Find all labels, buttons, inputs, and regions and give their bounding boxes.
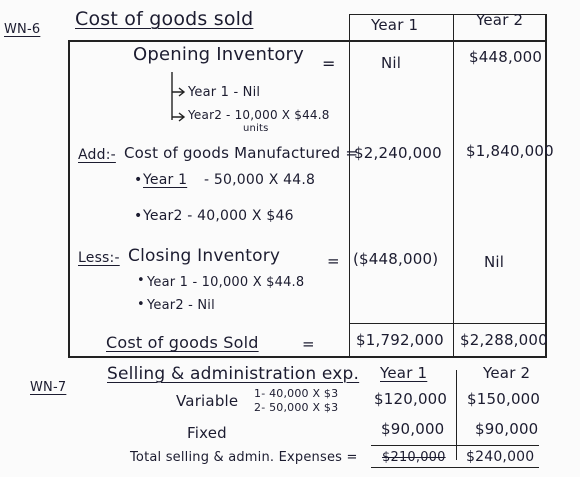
wn6-col-divider-1	[349, 14, 350, 357]
opening-arrow-1	[172, 87, 186, 97]
wn7-title: Selling & administration exp.	[107, 364, 360, 384]
closing-sub1-bullet: •	[137, 273, 145, 288]
opening-inventory-equals: =	[322, 54, 336, 73]
total-selling-admin-label: Total selling & admin. Expenses =	[130, 450, 358, 465]
variable-year2: $150,000	[467, 390, 541, 408]
opening-sub-year2: Year2 - 10,000 X $44.8	[188, 108, 330, 122]
cogm-sub2: Year2 - 40,000 X $46	[143, 208, 294, 224]
wn6-col-divider-2	[453, 14, 454, 357]
closing-inventory-equals: =	[327, 252, 340, 270]
cogs-total-year1: $1,792,000	[356, 331, 444, 349]
fixed-year1: $90,000	[381, 420, 445, 438]
cogs-total-year2: $2,288,000	[460, 331, 548, 349]
add-prefix: Add:-	[78, 147, 116, 163]
cogm-sub1-year: Year 1	[143, 172, 188, 188]
closing-inventory-year2: Nil	[484, 253, 505, 271]
wn7-label: WN-7	[30, 380, 67, 395]
cogs-total-label: Cost of goods Sold	[106, 333, 259, 352]
opening-sub-year1: Year 1 - Nil	[188, 85, 261, 100]
closing-sub2-bullet: •	[137, 297, 145, 312]
opening-inventory-year2: $448,000	[469, 48, 543, 66]
cogm-sub1-bullet: •	[134, 172, 143, 188]
cogs-total-equals: =	[302, 335, 315, 353]
wn7-header-year2: Year 2	[483, 364, 531, 382]
wn7-total-rule-bottom	[371, 467, 539, 468]
cogm-sub2-bullet: •	[134, 208, 143, 224]
wn7-total-rule-top	[371, 445, 539, 446]
opening-inventory-label: Opening Inventory	[133, 44, 305, 65]
wn7-header-year1: Year 1	[380, 364, 428, 382]
closing-sub1: Year 1 - 10,000 X $44.8	[147, 275, 305, 290]
wn6-outer-top	[68, 40, 546, 42]
closing-inventory-year1: ($448,000)	[353, 250, 439, 268]
fixed-label: Fixed	[187, 424, 227, 442]
wn6-header-year1: Year 1	[371, 16, 419, 34]
less-prefix: Less:-	[78, 250, 120, 266]
cogm-year2: $1,840,000	[466, 142, 554, 160]
closing-sub2: Year2 - Nil	[147, 298, 215, 313]
wn6-total-line	[349, 323, 546, 324]
variable-note-1: 1- 40,000 X $3	[254, 387, 339, 400]
variable-year1: $120,000	[374, 390, 448, 408]
wn6-label: WN-6	[4, 22, 41, 37]
closing-inventory-label: Closing Inventory	[128, 246, 281, 266]
wn6-outer-right	[545, 14, 547, 358]
opening-arrow-2	[172, 112, 186, 122]
cogm-label: Cost of goods Manufactured =	[124, 144, 359, 162]
fixed-year2: $90,000	[475, 420, 539, 438]
wn6-title: Cost of goods sold	[75, 8, 254, 30]
cogm-year1: $2,240,000	[354, 144, 442, 162]
wn6-outer-left	[68, 40, 70, 358]
total-selling-admin-year2: $240,000	[466, 449, 535, 465]
wn6-outer-bottom	[68, 356, 547, 358]
cogm-sub1-rest: - 50,000 X 44.8	[204, 172, 316, 188]
wn7-col-divider	[456, 370, 457, 460]
variable-label: Variable	[176, 392, 239, 410]
opening-sub-units: units	[243, 123, 269, 134]
variable-note-2: 2- 50,000 X $3	[254, 401, 339, 414]
wn6-header-top	[349, 14, 546, 15]
total-selling-admin-year1: $210,000	[382, 450, 446, 465]
wn6-header-year2: Year 2	[476, 11, 524, 29]
opening-inventory-year1: Nil	[381, 54, 402, 72]
